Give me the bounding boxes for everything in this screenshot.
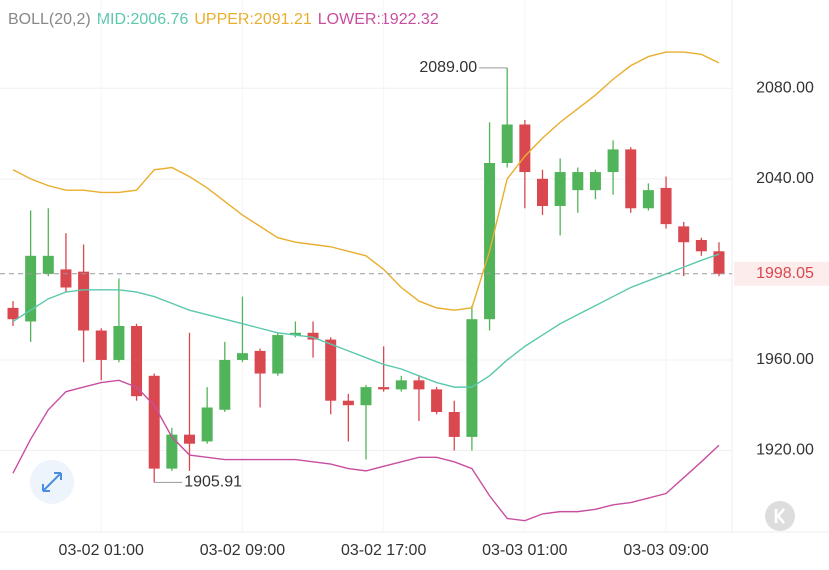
header-item: 2006.76 xyxy=(131,11,189,28)
indicator-header: BOLL(20,2) MID:2006.76 UPPER:2091.21 LOWER:… xyxy=(8,11,439,28)
candle-body xyxy=(431,389,443,413)
boll-line xyxy=(12,253,720,388)
candle-body xyxy=(7,307,19,320)
header-item: 2091.21 xyxy=(254,11,312,28)
expand-button[interactable] xyxy=(30,460,74,504)
candle-body xyxy=(378,387,390,390)
x-tick-label: 03-02 17:00 xyxy=(341,542,427,559)
header-item: 1922.32 xyxy=(381,11,439,28)
candle-body xyxy=(519,124,531,173)
header-item: LOWER: xyxy=(318,11,381,28)
candle-body xyxy=(642,190,654,209)
candle-body xyxy=(148,375,160,469)
candle-body xyxy=(325,339,337,401)
candle-body xyxy=(537,178,548,207)
last-price-box xyxy=(734,261,829,286)
min-label: 1905.91 xyxy=(184,474,242,491)
candle-body xyxy=(289,332,301,336)
header-item: UPPER: xyxy=(194,11,254,28)
candle-body xyxy=(25,255,37,322)
header-item: BOLL(20,2) xyxy=(8,11,91,28)
candle-body xyxy=(607,149,619,173)
candle-body xyxy=(219,359,231,410)
candle-body xyxy=(78,271,90,331)
candle-body xyxy=(625,149,637,209)
x-tick-label: 03-02 01:00 xyxy=(59,542,145,559)
candle-body xyxy=(60,269,72,288)
x-tick-label: 03-03 01:00 xyxy=(482,542,568,559)
candle-body xyxy=(166,434,178,469)
x-tick-label: 03-02 09:00 xyxy=(200,542,286,559)
y-tick-label: 2040.00 xyxy=(756,170,814,187)
candle-body xyxy=(236,353,248,360)
candle-body xyxy=(342,400,354,406)
candle-body xyxy=(713,251,725,274)
candle-body xyxy=(413,380,425,390)
y-tick-label: 2080.00 xyxy=(756,80,814,97)
candle-body xyxy=(466,319,478,437)
y-tick-label: 1960.00 xyxy=(756,351,814,368)
candle-body xyxy=(201,407,213,442)
candle-body xyxy=(254,350,266,374)
candle-body xyxy=(678,226,690,243)
candle-body xyxy=(42,255,54,274)
candle-body xyxy=(272,335,284,374)
y-tick-label: 1920.00 xyxy=(756,442,814,459)
x-tick-label: 03-03 09:00 xyxy=(623,542,709,559)
candle-body xyxy=(184,434,195,444)
max-label: 2089.00 xyxy=(419,59,477,76)
candle-body xyxy=(572,172,584,191)
candle-body xyxy=(360,387,372,406)
candle-body xyxy=(695,239,707,252)
candle-body xyxy=(307,332,319,340)
candle-body xyxy=(501,124,513,163)
header-item: MID: xyxy=(97,11,131,28)
candle-body xyxy=(95,330,107,360)
candle-body xyxy=(589,172,601,191)
boll-line xyxy=(12,51,720,311)
candle-body xyxy=(448,412,460,437)
candle-body xyxy=(660,187,672,225)
boll-line xyxy=(12,379,720,522)
candle-body xyxy=(395,380,407,390)
candle-body xyxy=(131,325,143,397)
candle-body xyxy=(554,172,566,207)
reset-button[interactable] xyxy=(765,501,795,531)
candle-body xyxy=(484,162,496,320)
last-price-label: 1998.05 xyxy=(756,265,814,282)
candle-body xyxy=(113,325,125,360)
